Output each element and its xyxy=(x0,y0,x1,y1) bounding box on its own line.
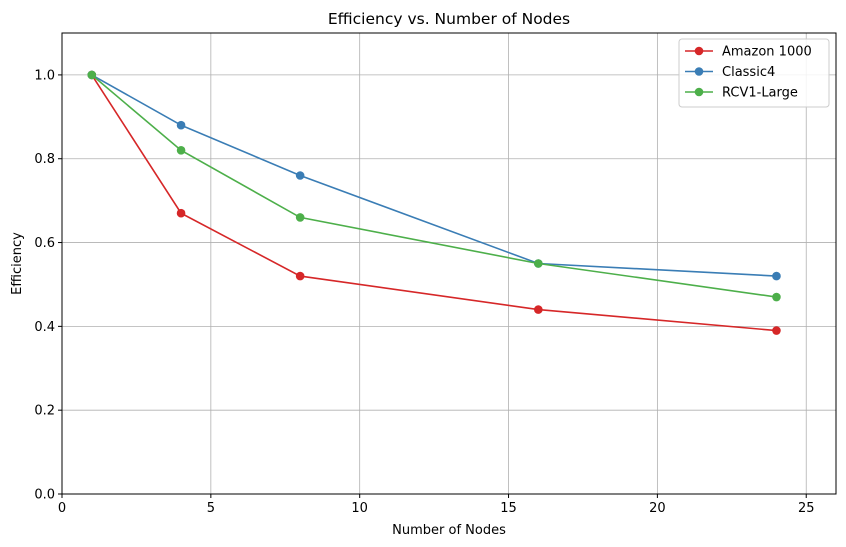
legend-item: Amazon 1000 xyxy=(685,45,812,60)
legend-box xyxy=(678,38,830,108)
series-line xyxy=(91,74,777,332)
x-tick-label: 0 xyxy=(58,501,66,516)
legend-marker xyxy=(694,87,704,97)
plot-frame xyxy=(61,32,837,495)
data-point xyxy=(176,146,186,155)
series-layer xyxy=(87,70,781,335)
data-point xyxy=(295,171,305,180)
data-point xyxy=(772,292,781,302)
y-axis-label: Efficiency xyxy=(10,232,25,295)
x-tick-label: 25 xyxy=(798,501,815,516)
data-point xyxy=(534,305,543,314)
chart-title: Efficiency vs. Number of Nodes xyxy=(328,10,570,28)
axis-ticks: 0 5 10 15 20 25 0.0 0.2 0.4 0.6 0.8 1.0 xyxy=(34,68,814,516)
x-tick-label: 20 xyxy=(649,501,666,516)
x-tick-label: 10 xyxy=(351,501,368,516)
data-point xyxy=(176,208,186,218)
legend-item: Classic4 xyxy=(685,65,775,80)
y-tick-label: 0.2 xyxy=(34,404,55,419)
y-tick-label: 0.8 xyxy=(34,152,55,167)
legend-label: Classic4 xyxy=(722,65,775,80)
x-tick-label: 5 xyxy=(207,501,215,516)
y-tick-label: 0.0 xyxy=(34,488,55,503)
series-line xyxy=(91,74,777,298)
y-tick-label: 0.4 xyxy=(34,320,55,335)
data-point xyxy=(176,120,186,130)
legend-item: RCV1-Large xyxy=(685,86,798,101)
data-point xyxy=(534,259,543,268)
data-point xyxy=(772,271,781,281)
legend: Amazon 1000 Classic4 RCV1-Large xyxy=(678,38,830,108)
y-tick-label: 0.6 xyxy=(34,236,55,251)
legend-marker xyxy=(694,46,704,56)
y-tick-label: 1.0 xyxy=(34,68,55,83)
data-point xyxy=(295,213,305,222)
legend-label: RCV1-Large xyxy=(722,86,798,101)
data-point xyxy=(772,326,781,335)
x-axis-label: Number of Nodes xyxy=(392,523,506,538)
series-amazon-1000 xyxy=(87,70,781,335)
series-line xyxy=(91,74,777,277)
legend-label: Amazon 1000 xyxy=(722,45,812,60)
data-point xyxy=(87,70,97,80)
legend-marker xyxy=(694,67,704,76)
series-classic4 xyxy=(87,70,781,281)
data-point xyxy=(295,271,305,281)
x-tick-label: 15 xyxy=(500,501,517,516)
series-rcv1-large xyxy=(87,70,781,302)
